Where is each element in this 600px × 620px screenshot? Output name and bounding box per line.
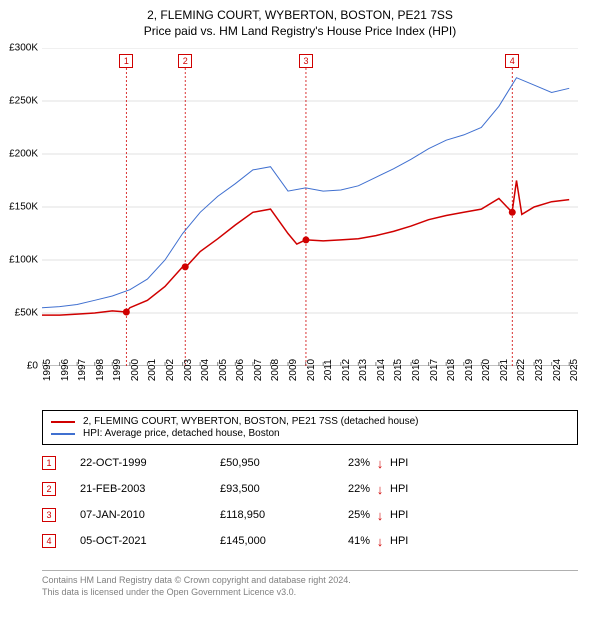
sale-marker: 1 bbox=[119, 54, 133, 68]
x-axis-label: 2000 bbox=[130, 359, 141, 381]
sale-pct: 23% bbox=[320, 457, 370, 469]
sale-marker: 2 bbox=[178, 54, 192, 68]
y-axis-label: £250K bbox=[9, 96, 38, 107]
sale-date: 22-OCT-1999 bbox=[80, 457, 220, 469]
sale-marker: 3 bbox=[299, 54, 313, 68]
x-axis-label: 1998 bbox=[95, 359, 106, 381]
x-axis-label: 1999 bbox=[112, 359, 123, 381]
sales-table: 122-OCT-1999£50,95023%↓HPI221-FEB-2003£9… bbox=[42, 450, 578, 554]
x-axis-label: 2001 bbox=[147, 359, 158, 381]
down-arrow-icon: ↓ bbox=[370, 482, 390, 497]
y-axis-label: £100K bbox=[9, 255, 38, 266]
x-axis-label: 2003 bbox=[183, 359, 194, 381]
y-axis-label: £0 bbox=[27, 361, 38, 372]
sale-price: £145,000 bbox=[220, 535, 320, 547]
sale-date: 21-FEB-2003 bbox=[80, 483, 220, 495]
footer-line2: This data is licensed under the Open Gov… bbox=[42, 587, 578, 599]
sale-marker: 4 bbox=[505, 54, 519, 68]
sale-price: £50,950 bbox=[220, 457, 320, 469]
x-axis-label: 2012 bbox=[341, 359, 352, 381]
chart-container: 2, FLEMING COURT, WYBERTON, BOSTON, PE21… bbox=[0, 0, 600, 620]
sale-pct: 41% bbox=[320, 535, 370, 547]
chart-area: £0£50K£100K£150K£200K£250K£300K 19951996… bbox=[42, 48, 578, 366]
sale-row-marker: 4 bbox=[42, 534, 56, 548]
x-axis-label: 2015 bbox=[393, 359, 404, 381]
legend-swatch bbox=[51, 421, 75, 423]
legend-item: 2, FLEMING COURT, WYBERTON, BOSTON, PE21… bbox=[51, 416, 569, 427]
footer-line1: Contains HM Land Registry data © Crown c… bbox=[42, 575, 578, 587]
sale-date: 07-JAN-2010 bbox=[80, 509, 220, 521]
x-axis-label: 1996 bbox=[60, 359, 71, 381]
x-axis-label: 1995 bbox=[42, 359, 53, 381]
x-axis-label: 2011 bbox=[323, 359, 334, 381]
y-axis-label: £200K bbox=[9, 149, 38, 160]
sale-date: 05-OCT-2021 bbox=[80, 535, 220, 547]
x-axis-label: 2008 bbox=[270, 359, 281, 381]
sale-row: 2 21-FEB-2003£93,50022%↓HPI bbox=[42, 476, 578, 502]
y-axis-label: £50K bbox=[15, 308, 38, 319]
plot-svg bbox=[42, 48, 578, 366]
x-axis-label: 2017 bbox=[429, 359, 440, 381]
x-axis-label: 2002 bbox=[165, 359, 176, 381]
x-axis-label: 2005 bbox=[218, 359, 229, 381]
sale-row-marker: 1 bbox=[42, 456, 56, 470]
x-axis-label: 2018 bbox=[446, 359, 457, 381]
sale-row: 4 05-OCT-2021£145,00041%↓HPI bbox=[42, 528, 578, 554]
sale-hpi-label: HPI bbox=[390, 535, 430, 547]
x-axis-label: 2013 bbox=[358, 359, 369, 381]
x-axis-label: 1997 bbox=[77, 359, 88, 381]
title-subtitle: Price paid vs. HM Land Registry's House … bbox=[0, 24, 600, 38]
sale-hpi-label: HPI bbox=[390, 509, 430, 521]
legend-item: HPI: Average price, detached house, Bost… bbox=[51, 428, 569, 439]
sale-price: £118,950 bbox=[220, 509, 320, 521]
x-axis-label: 2021 bbox=[499, 359, 510, 381]
x-axis-label: 2020 bbox=[481, 359, 492, 381]
sale-row: 3 07-JAN-2010£118,95025%↓HPI bbox=[42, 502, 578, 528]
x-axis-label: 2019 bbox=[464, 359, 475, 381]
sale-pct: 22% bbox=[320, 483, 370, 495]
x-axis-label: 2007 bbox=[253, 359, 264, 381]
x-axis-label: 2022 bbox=[516, 359, 527, 381]
down-arrow-icon: ↓ bbox=[370, 508, 390, 523]
x-axis-label: 2023 bbox=[534, 359, 545, 381]
legend-box: 2, FLEMING COURT, WYBERTON, BOSTON, PE21… bbox=[42, 410, 578, 445]
legend-swatch bbox=[51, 433, 75, 435]
sale-price: £93,500 bbox=[220, 483, 320, 495]
x-axis-label: 2024 bbox=[552, 359, 563, 381]
y-axis-label: £300K bbox=[9, 43, 38, 54]
sale-row: 1 22-OCT-1999£50,95023%↓HPI bbox=[42, 450, 578, 476]
x-axis-label: 2016 bbox=[411, 359, 422, 381]
footer: Contains HM Land Registry data © Crown c… bbox=[42, 570, 578, 598]
x-axis-label: 2006 bbox=[235, 359, 246, 381]
legend-label: 2, FLEMING COURT, WYBERTON, BOSTON, PE21… bbox=[83, 416, 419, 427]
x-axis-label: 2025 bbox=[569, 359, 580, 381]
down-arrow-icon: ↓ bbox=[370, 534, 390, 549]
legend-label: HPI: Average price, detached house, Bost… bbox=[83, 428, 280, 439]
sale-hpi-label: HPI bbox=[390, 457, 430, 469]
x-axis-label: 2010 bbox=[306, 359, 317, 381]
x-axis-label: 2014 bbox=[376, 359, 387, 381]
sale-row-marker: 2 bbox=[42, 482, 56, 496]
sale-row-marker: 3 bbox=[42, 508, 56, 522]
x-axis-label: 2009 bbox=[288, 359, 299, 381]
y-axis-label: £150K bbox=[9, 202, 38, 213]
down-arrow-icon: ↓ bbox=[370, 456, 390, 471]
sale-pct: 25% bbox=[320, 509, 370, 521]
sale-hpi-label: HPI bbox=[390, 483, 430, 495]
x-axis-label: 2004 bbox=[200, 359, 211, 381]
title-address: 2, FLEMING COURT, WYBERTON, BOSTON, PE21… bbox=[0, 8, 600, 22]
title-block: 2, FLEMING COURT, WYBERTON, BOSTON, PE21… bbox=[0, 0, 600, 38]
